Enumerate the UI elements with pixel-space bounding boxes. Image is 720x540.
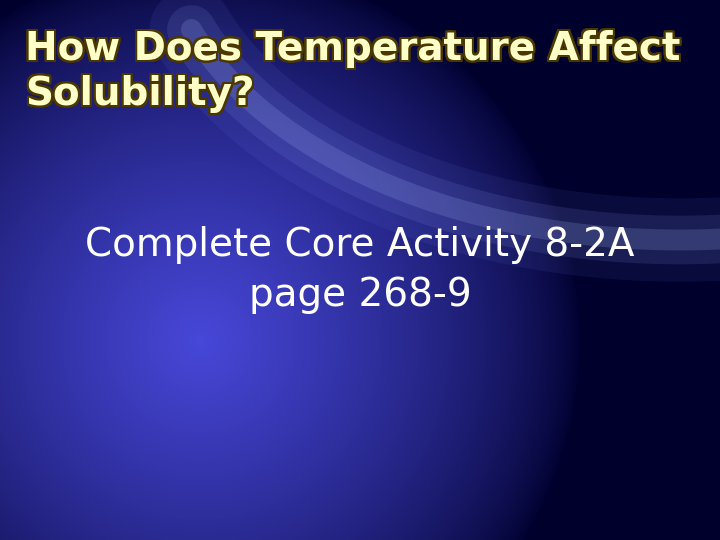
Text: How Does Temperature Affect: How Does Temperature Affect — [26, 30, 681, 68]
Text: Solubility?: Solubility? — [24, 73, 253, 111]
Text: Solubility?: Solubility? — [26, 76, 256, 114]
Text: Solubility?: Solubility? — [23, 75, 253, 113]
Text: How Does Temperature Affect: How Does Temperature Affect — [26, 31, 681, 69]
Text: Solubility?: Solubility? — [25, 73, 254, 111]
Text: Solubility?: Solubility? — [23, 73, 253, 111]
Text: Solubility?: Solubility? — [27, 74, 256, 112]
Text: How Does Temperature Affect: How Does Temperature Affect — [24, 29, 680, 67]
Text: How Does Temperature Affect: How Does Temperature Affect — [23, 29, 678, 67]
Text: Solubility?: Solubility? — [25, 75, 254, 113]
Text: How Does Temperature Affect: How Does Temperature Affect — [23, 32, 678, 70]
Text: How Does Temperature Affect: How Does Temperature Affect — [27, 30, 683, 68]
Text: Solubility?: Solubility? — [24, 76, 253, 114]
Text: How Does Temperature Affect: How Does Temperature Affect — [25, 32, 680, 70]
Text: Solubility?: Solubility? — [26, 77, 256, 115]
Text: How Does Temperature Affect: How Does Temperature Affect — [24, 30, 680, 68]
Text: Complete Core Activity 8-2A: Complete Core Activity 8-2A — [85, 226, 635, 264]
Text: How Does Temperature Affect: How Does Temperature Affect — [25, 30, 680, 68]
Text: Solubility?: Solubility? — [27, 77, 256, 115]
Text: How Does Temperature Affect: How Does Temperature Affect — [23, 28, 678, 66]
Text: How Does Temperature Affect: How Does Temperature Affect — [23, 30, 678, 68]
Text: How Does Temperature Affect: How Does Temperature Affect — [27, 32, 683, 70]
Text: Solubility?: Solubility? — [24, 74, 253, 112]
Text: How Does Temperature Affect: How Does Temperature Affect — [27, 29, 683, 67]
Text: How Does Temperature Affect: How Does Temperature Affect — [26, 29, 681, 67]
Text: Solubility?: Solubility? — [26, 75, 256, 113]
Text: How Does Temperature Affect: How Does Temperature Affect — [27, 31, 683, 69]
Text: Solubility?: Solubility? — [25, 77, 254, 115]
Text: Solubility?: Solubility? — [26, 74, 256, 112]
Text: Solubility?: Solubility? — [23, 77, 253, 115]
Text: Solubility?: Solubility? — [24, 77, 253, 115]
Text: How Does Temperature Affect: How Does Temperature Affect — [24, 31, 680, 69]
Text: page 268-9: page 268-9 — [248, 276, 472, 314]
Text: Solubility?: Solubility? — [27, 75, 256, 113]
Text: How Does Temperature Affect: How Does Temperature Affect — [23, 31, 678, 69]
Text: How Does Temperature Affect: How Does Temperature Affect — [25, 28, 680, 66]
Text: Solubility?: Solubility? — [23, 76, 253, 114]
Text: Solubility?: Solubility? — [25, 74, 254, 112]
Text: How Does Temperature Affect: How Does Temperature Affect — [27, 28, 683, 66]
Text: Solubility?: Solubility? — [25, 76, 254, 114]
Text: How Does Temperature Affect: How Does Temperature Affect — [26, 32, 681, 70]
Text: Solubility?: Solubility? — [27, 73, 256, 111]
Text: How Does Temperature Affect: How Does Temperature Affect — [24, 32, 680, 70]
Text: How Does Temperature Affect: How Does Temperature Affect — [25, 29, 680, 67]
Text: Solubility?: Solubility? — [27, 76, 256, 114]
Text: Solubility?: Solubility? — [26, 73, 256, 111]
Text: How Does Temperature Affect: How Does Temperature Affect — [24, 28, 680, 66]
Text: How Does Temperature Affect: How Does Temperature Affect — [25, 31, 680, 69]
Text: Solubility?: Solubility? — [24, 75, 253, 113]
Text: How Does Temperature Affect: How Does Temperature Affect — [26, 28, 681, 66]
Text: Solubility?: Solubility? — [23, 74, 253, 112]
